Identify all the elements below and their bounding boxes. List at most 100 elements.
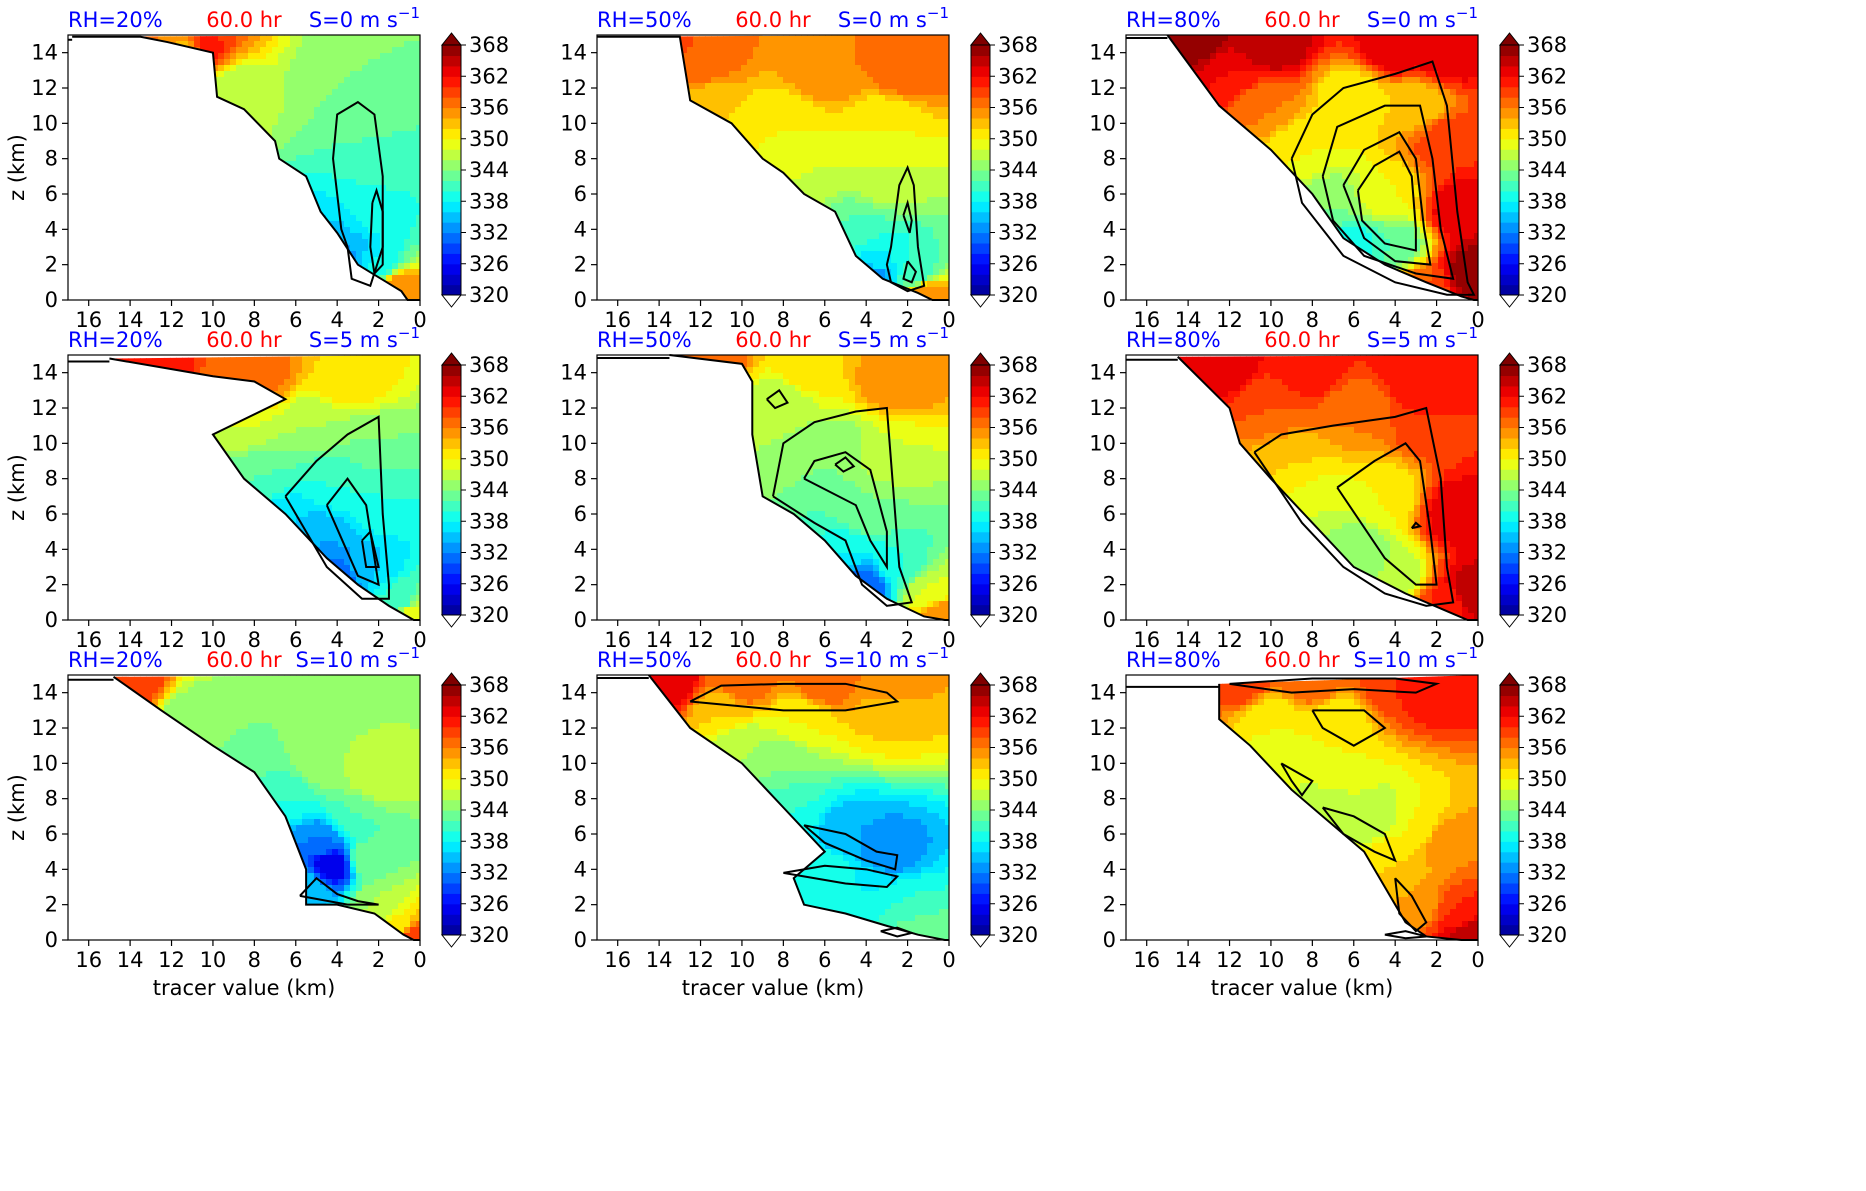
field-cell [657, 107, 664, 114]
field-cell [284, 59, 291, 66]
field-cell [771, 71, 778, 78]
field-cell [308, 143, 315, 150]
field-cell [146, 95, 153, 102]
field-cell [278, 269, 285, 276]
field-cell [176, 281, 183, 288]
field-cell [320, 149, 327, 156]
field-cell [86, 161, 93, 168]
field-cell [711, 275, 718, 282]
field-cell [170, 149, 177, 156]
field-cell [296, 239, 303, 246]
field-cell [687, 41, 694, 48]
field-cell [74, 95, 81, 102]
field-cell [356, 71, 363, 78]
field-cell [735, 287, 742, 294]
field-cell [711, 293, 718, 300]
field-cell [272, 113, 279, 120]
field-cell [837, 131, 844, 138]
field-cell [242, 71, 249, 78]
field-cell [621, 155, 628, 162]
field-cell [831, 59, 838, 66]
field-cell [855, 155, 862, 162]
field-cell [669, 59, 676, 66]
field-cell [723, 281, 730, 288]
field-cell [825, 269, 832, 276]
field-cell [134, 149, 141, 156]
field-cell [687, 251, 694, 258]
field-cell [855, 143, 862, 150]
field-cell [272, 77, 279, 84]
field-cell [302, 287, 309, 294]
field-cell [158, 101, 165, 108]
field-cell [879, 221, 886, 228]
field-cell [705, 275, 712, 282]
field-cell [873, 209, 880, 216]
field-cell [266, 155, 273, 162]
field-cell [621, 137, 628, 144]
field-cell [645, 239, 652, 246]
field-cell [128, 257, 135, 264]
field-cell [182, 83, 189, 90]
field-cell [182, 89, 189, 96]
field-cell [398, 149, 405, 156]
field-cell [290, 125, 297, 132]
field-cell [170, 251, 177, 258]
field-cell [663, 107, 670, 114]
field-cell [639, 179, 646, 186]
field-cell [873, 71, 880, 78]
field-cell [669, 257, 676, 264]
field-cell [344, 119, 351, 126]
field-cell [705, 287, 712, 294]
field-cell [350, 233, 357, 240]
field-cell [206, 293, 213, 300]
field-cell [296, 221, 303, 228]
field-cell [807, 293, 814, 300]
field-cell [759, 161, 766, 168]
field-cell [308, 287, 315, 294]
field-cell [122, 275, 129, 282]
field-cell [879, 227, 886, 234]
field-cell [615, 233, 622, 240]
field-cell [615, 269, 622, 276]
field-cell [693, 227, 700, 234]
field-cell [368, 197, 375, 204]
field-cell [723, 251, 730, 258]
field-cell [332, 191, 339, 198]
field-cell [212, 281, 219, 288]
field-cell [326, 77, 333, 84]
field-cell [170, 65, 177, 72]
field-cell [771, 119, 778, 126]
field-cell [813, 287, 820, 294]
field-cell [723, 65, 730, 72]
field-cell [392, 233, 399, 240]
field-cell [687, 161, 694, 168]
field-cell [645, 95, 652, 102]
field-cell [657, 233, 664, 240]
field-cell [831, 95, 838, 102]
field-cell [699, 137, 706, 144]
field-cell [855, 113, 862, 120]
field-cell [687, 35, 694, 42]
field-cell [356, 185, 363, 192]
field-cell [723, 59, 730, 66]
field-cell [849, 281, 856, 288]
field-cell [314, 113, 321, 120]
field-cell [398, 35, 405, 42]
field-cell [867, 233, 874, 240]
field-cell [290, 149, 297, 156]
field-cell [873, 59, 880, 66]
field-cell [783, 107, 790, 114]
field-cell [416, 131, 420, 138]
field-cell [206, 107, 213, 114]
field-cell [338, 89, 345, 96]
field-cell [717, 89, 724, 96]
field-cell [152, 293, 159, 300]
field-cell [705, 263, 712, 270]
field-cell [98, 203, 105, 210]
field-cell [152, 245, 159, 252]
field-cell [645, 155, 652, 162]
field-cell [290, 179, 297, 186]
field-cell [609, 53, 616, 60]
field-cell [308, 221, 315, 228]
field-cell [116, 293, 123, 300]
